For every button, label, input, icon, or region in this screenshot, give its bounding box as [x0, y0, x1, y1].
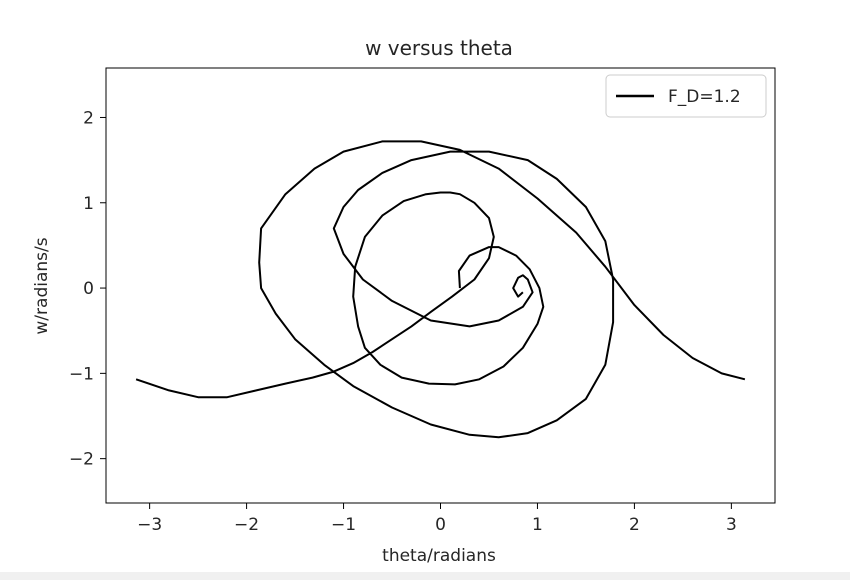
x-tick-label: −3 — [137, 515, 162, 535]
x-tick-label: 3 — [726, 515, 737, 535]
window-bottom-edge — [0, 572, 850, 580]
x-axis-ticks: −3 −2 −1 0 1 2 3 — [137, 503, 737, 535]
y-tick-label: −2 — [69, 450, 94, 470]
y-axis-label: w/radians/s — [32, 237, 52, 334]
y-tick-label: 0 — [83, 279, 94, 299]
legend-box — [605, 74, 767, 118]
y-tick-label: −1 — [69, 364, 94, 384]
x-tick-label: 2 — [629, 515, 640, 535]
legend-label: F_D=1.2 — [668, 87, 741, 107]
x-tick-label: −1 — [331, 515, 356, 535]
y-tick-label: 1 — [83, 194, 94, 214]
y-tick-label: 2 — [83, 108, 94, 128]
x-tick-label: −2 — [234, 515, 259, 535]
x-tick-label: 0 — [435, 515, 446, 535]
chart-title: w versus theta — [365, 36, 513, 60]
legend: F_D=1.2 — [605, 74, 767, 118]
series-line — [135, 140, 746, 439]
x-axis-label: theta/radians — [382, 546, 496, 566]
y-axis-ticks: −2 −1 0 1 2 — [69, 108, 106, 470]
x-tick-label: 1 — [532, 515, 543, 535]
plot-lines — [135, 140, 746, 439]
